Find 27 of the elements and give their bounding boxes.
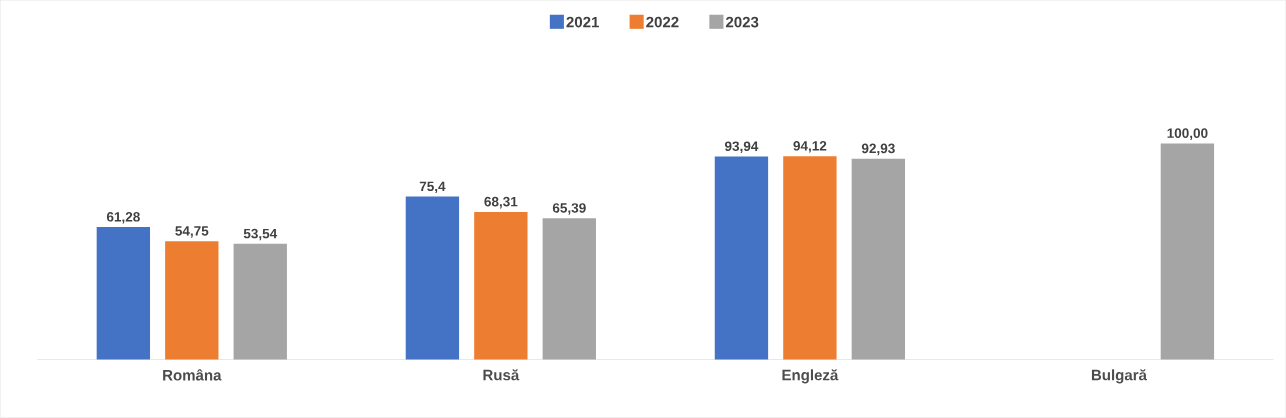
- data-label: 65,39: [552, 203, 586, 215]
- bar: [405, 196, 460, 360]
- bar: [851, 158, 906, 360]
- bar: [714, 156, 769, 360]
- legend-label: 2021: [566, 16, 599, 28]
- data-label: 61,28: [106, 212, 140, 224]
- bar: [542, 218, 596, 360]
- bar: [783, 156, 837, 360]
- legend-label: 2022: [646, 16, 679, 28]
- bar: [1160, 143, 1215, 360]
- bar: [165, 241, 219, 360]
- x-tick-label: Bulgară: [1091, 369, 1148, 384]
- bar: [474, 211, 528, 360]
- data-label: 94,12: [793, 141, 827, 153]
- x-tick-label: Rusă: [483, 369, 520, 381]
- data-label: 54,75: [175, 226, 209, 238]
- x-tick-label: Româna: [163, 369, 222, 381]
- bar: [96, 227, 151, 360]
- bar: [233, 243, 287, 360]
- data-label: 53,54: [243, 228, 278, 241]
- x-tick-label: Engleză: [782, 369, 839, 384]
- data-label: 92,93: [861, 143, 895, 156]
- data-label: 75,4: [419, 181, 446, 194]
- data-label: 68,31: [484, 196, 518, 209]
- data-label: 93,94: [724, 141, 759, 154]
- data-label: 100,00: [1167, 128, 1208, 140]
- legend-label: 2023: [725, 16, 759, 28]
